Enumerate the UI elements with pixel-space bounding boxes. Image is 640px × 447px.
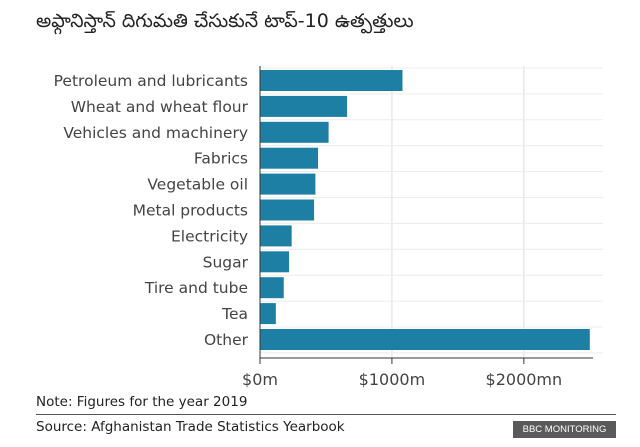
bar xyxy=(260,95,348,117)
category-label: Fabrics xyxy=(194,150,248,168)
x-tick-label: $1000m xyxy=(359,370,425,389)
category-label: Sugar xyxy=(203,253,249,271)
category-labels: Petroleum and lubricants Wheat and wheat … xyxy=(54,72,249,349)
bar xyxy=(260,251,290,273)
category-label: Metal products xyxy=(133,202,248,220)
x-tick-label: $0m xyxy=(242,370,278,389)
bars xyxy=(260,70,590,350)
bar xyxy=(260,173,316,195)
category-label: Tire and tube xyxy=(144,279,248,297)
category-label: Other xyxy=(204,331,249,349)
x-axis: $0m $1000m $2000mn xyxy=(242,66,593,389)
bar xyxy=(260,329,590,350)
chart-note: Note: Figures for the year 2019 xyxy=(36,394,248,410)
grid-lines xyxy=(260,66,603,358)
footer-divider xyxy=(36,414,616,415)
bar xyxy=(260,303,276,325)
category-label: Petroleum and lubricants xyxy=(54,72,248,90)
x-tick-label: $2000mn xyxy=(486,370,563,389)
category-label: Tea xyxy=(221,305,248,323)
category-label: Electricity xyxy=(171,227,248,245)
chart-source: Source: Afghanistan Trade Statistics Yea… xyxy=(36,419,345,435)
bar xyxy=(260,225,292,247)
bar xyxy=(260,199,315,221)
category-label: Vegetable oil xyxy=(147,176,248,194)
bar xyxy=(260,70,403,91)
bar xyxy=(260,121,329,143)
bar xyxy=(260,277,284,299)
chart-title: అఫ్గానిస్తాన్ దిగుమతి చేసుకునే టాప్-10 ఉ… xyxy=(36,10,414,32)
bbc-monitoring-badge: BBC MONITORING xyxy=(513,421,616,438)
bar xyxy=(260,147,319,169)
category-label: Wheat and wheat flour xyxy=(71,98,249,116)
category-label: Vehicles and machinery xyxy=(63,124,248,142)
